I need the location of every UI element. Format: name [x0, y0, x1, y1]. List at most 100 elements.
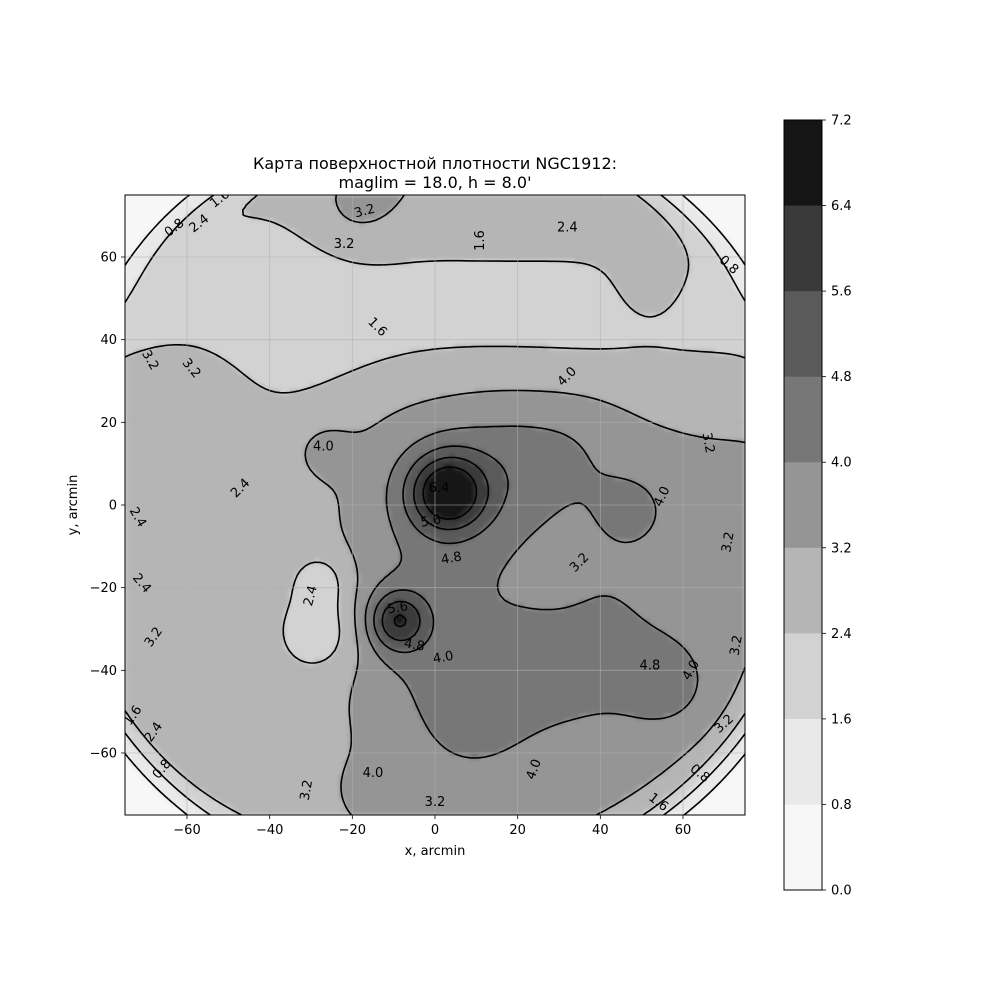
contour-cell: [609, 394, 616, 401]
contour-cell: [334, 299, 341, 306]
contour-cell: [419, 209, 426, 216]
contour-cell: [474, 204, 481, 211]
contour-cell: [564, 269, 571, 276]
contour-cell: [414, 389, 421, 396]
contour-cell: [439, 234, 446, 241]
contour-cell: [699, 344, 706, 351]
contour-cell: [684, 224, 691, 231]
contour-cell: [239, 334, 246, 341]
contour-cell: [179, 354, 186, 361]
contour-cell: [234, 344, 241, 351]
contour-cell: [679, 349, 686, 356]
contour-cell: [164, 284, 171, 291]
contour-cell: [564, 274, 571, 281]
contour-cell: [324, 244, 331, 251]
contour-cell: [504, 344, 511, 351]
contour-cell: [369, 384, 376, 391]
contour-cell: [659, 359, 666, 366]
contour-cell: [659, 364, 666, 371]
contour-cell: [659, 339, 666, 346]
contour-cell: [534, 354, 541, 361]
contour-cell: [429, 314, 436, 321]
contour-cell: [544, 289, 551, 296]
contour-cell: [354, 364, 361, 371]
contour-cell: [594, 224, 601, 231]
contour-cell: [529, 254, 536, 261]
contour-cell: [724, 369, 731, 376]
contour-cell: [199, 364, 206, 371]
contour-cell: [519, 214, 526, 221]
contour-cell: [404, 229, 411, 236]
contour-cell: [125, 364, 131, 371]
contour-cell: [189, 324, 196, 331]
contour-cell: [554, 234, 561, 241]
contour-cell: [364, 359, 371, 366]
contour-cell: [554, 289, 561, 296]
contour-cell: [219, 339, 226, 346]
contour-cell: [294, 244, 301, 251]
contour-cell: [554, 329, 561, 336]
contour-cell: [214, 309, 221, 316]
contour-cell: [394, 374, 401, 381]
contour-cell: [439, 379, 446, 386]
contour-cell: [144, 394, 151, 401]
contour-cell: [729, 289, 736, 296]
contour-cell: [484, 294, 491, 301]
contour-cell: [729, 379, 736, 386]
contour-cell: [699, 374, 706, 381]
contour-cell: [734, 344, 741, 351]
contour-cell: [389, 264, 396, 271]
contour-cell: [684, 274, 691, 281]
contour-cell: [669, 299, 676, 306]
contour-cell: [584, 354, 591, 361]
contour-cell: [599, 374, 606, 381]
contour-cell: [444, 339, 451, 346]
contour-cell: [269, 359, 276, 366]
contour-cell: [704, 354, 711, 361]
contour-cell: [149, 249, 156, 256]
contour-cell: [464, 354, 471, 361]
contour-cell: [414, 199, 421, 206]
contour-cell: [459, 289, 466, 296]
contour-cell: [409, 394, 416, 401]
contour-cell: [569, 229, 576, 236]
contour-cell: [569, 359, 576, 366]
contour-cell: [714, 304, 721, 311]
contour-cell: [254, 209, 261, 216]
contour-cell: [169, 254, 176, 261]
contour-cell: [734, 329, 741, 336]
contour-cell: [699, 354, 706, 361]
contour-cell: [274, 349, 281, 356]
contour-cell: [359, 229, 366, 236]
contour-cell: [364, 374, 371, 381]
contour-cell: [574, 234, 581, 241]
contour-cell: [399, 219, 406, 226]
contour-cell: [189, 259, 196, 266]
contour-cell: [534, 264, 541, 271]
contour-cell: [704, 219, 711, 226]
contour-cell: [499, 384, 506, 391]
contour-cell: [699, 364, 706, 371]
contour-cell: [284, 244, 291, 251]
contour-cell: [379, 219, 386, 226]
contour-cell: [204, 274, 211, 281]
contour-cell: [299, 279, 306, 286]
contour-cell: [609, 349, 616, 356]
contour-cell: [549, 384, 556, 391]
contour-cell: [524, 314, 531, 321]
contour-cell: [274, 209, 281, 216]
contour-cell: [694, 294, 701, 301]
contour-cell: [199, 264, 206, 271]
contour-cell: [679, 379, 686, 386]
contour-cell: [644, 279, 651, 286]
contour-cell: [439, 219, 446, 226]
contour-cell: [439, 214, 446, 221]
contour-cell: [604, 214, 611, 221]
contour-cell: [154, 229, 161, 236]
contour-cell: [394, 214, 401, 221]
contour-cell: [214, 374, 221, 381]
contour-cell: [569, 339, 576, 346]
contour-cell: [239, 319, 246, 326]
contour-cell: [264, 339, 271, 346]
contour-cell: [719, 284, 726, 291]
